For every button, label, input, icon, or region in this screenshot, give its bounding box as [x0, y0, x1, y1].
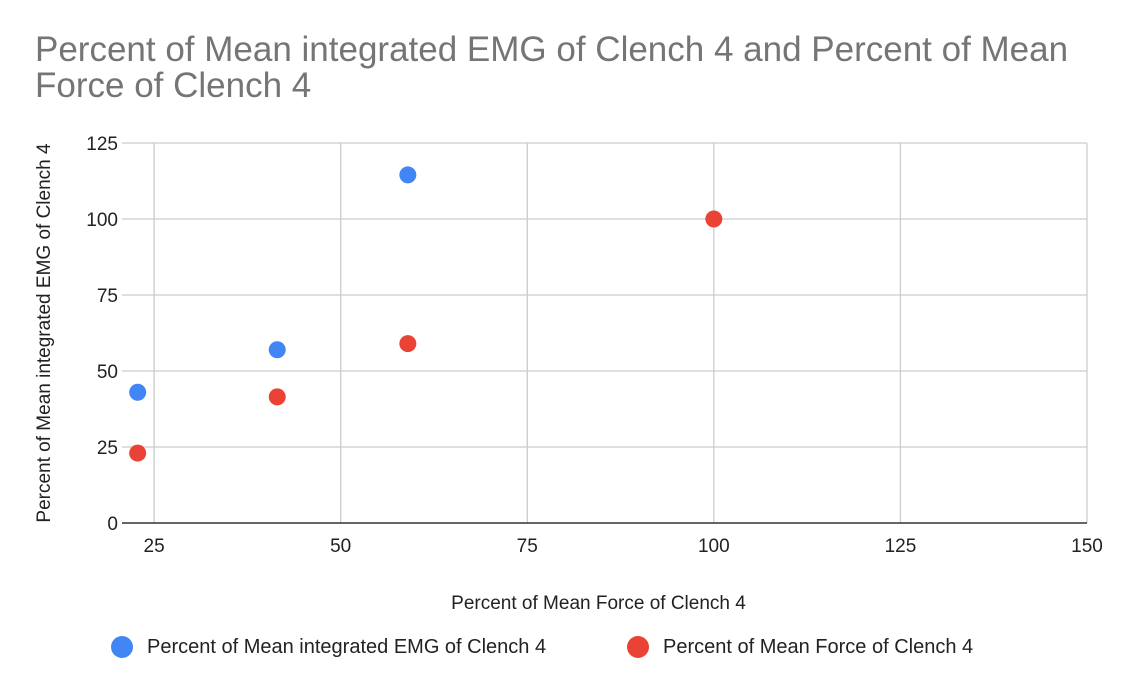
- data-point-force[interactable]: [399, 335, 417, 353]
- data-point-emg[interactable]: [129, 383, 147, 401]
- y-tick-label: 50: [97, 362, 118, 383]
- x-tick-label: 50: [330, 536, 351, 557]
- data-point-force[interactable]: [268, 388, 286, 406]
- grid-lines: [122, 142, 1088, 523]
- legend-item-emg[interactable]: Percent of Mean integrated EMG of Clench…: [111, 632, 546, 662]
- data-point-emg[interactable]: [268, 341, 286, 359]
- y-tick-label: 125: [86, 134, 118, 155]
- x-tick-label: 100: [698, 536, 730, 557]
- legend-label-emg: Percent of Mean integrated EMG of Clench…: [147, 635, 547, 658]
- data-point-force[interactable]: [705, 210, 723, 228]
- legend: Percent of Mean integrated EMG of Clench…: [0, 632, 1122, 662]
- x-tick-labels: 25 50 75 100 125 150: [144, 536, 1103, 557]
- y-tick-label: 0: [107, 514, 118, 535]
- y-tick-label: 100: [86, 210, 118, 231]
- legend-label-force: Percent of Mean Force of Clench 4: [663, 635, 974, 658]
- chart-title: Percent of Mean integrated EMG of Clench…: [35, 30, 1069, 105]
- legend-item-force[interactable]: Percent of Mean Force of Clench 4: [627, 632, 973, 662]
- x-tick-label: 25: [144, 536, 165, 557]
- x-axis-title: Percent of Mean Force of Clench 4: [451, 593, 746, 614]
- data-point-force[interactable]: [129, 444, 147, 462]
- y-axis-title: Percent of Mean integrated EMG of Clench…: [34, 143, 55, 523]
- legend-marker-emg: [111, 636, 133, 658]
- data-point-emg[interactable]: [399, 166, 417, 184]
- x-tick-label: 125: [885, 536, 917, 557]
- y-tick-label: 75: [97, 286, 118, 307]
- data-points: [129, 166, 723, 462]
- y-tick-label: 25: [97, 438, 118, 459]
- legend-marker-force: [627, 636, 649, 658]
- y-tick-labels: 0 25 50 75 100 125: [86, 134, 118, 535]
- x-tick-label: 150: [1071, 536, 1103, 557]
- x-tick-label: 75: [517, 536, 538, 557]
